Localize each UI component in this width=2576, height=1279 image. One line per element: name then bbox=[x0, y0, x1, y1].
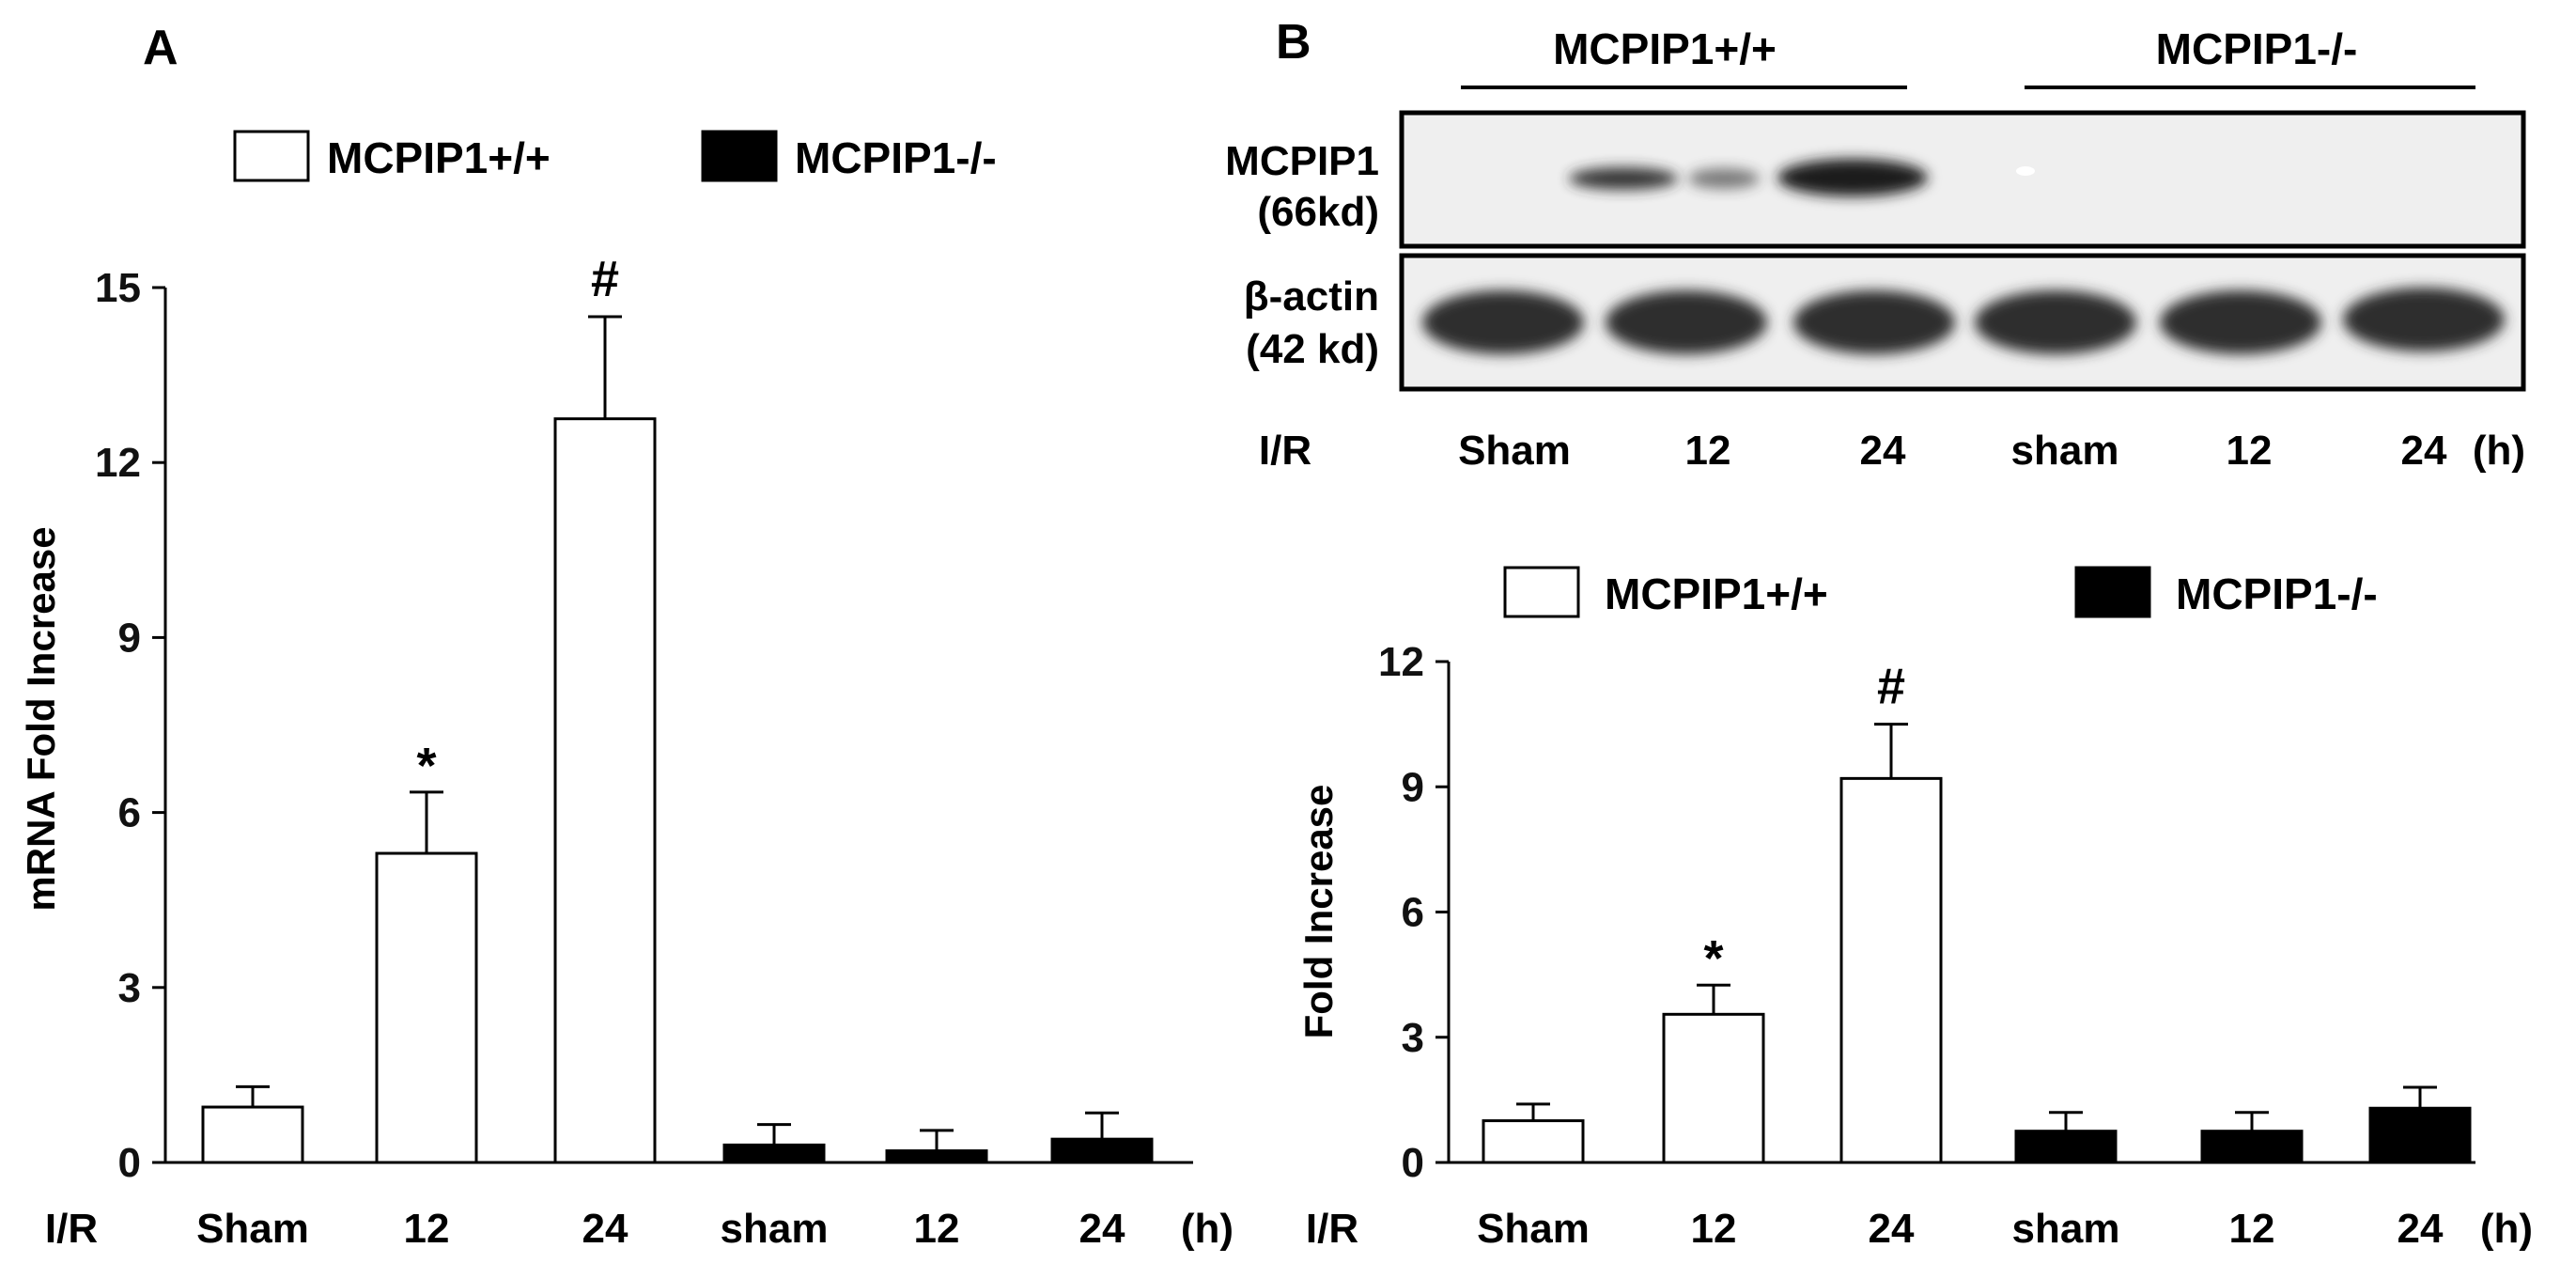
significance-marker-b-1: * bbox=[1703, 930, 1723, 987]
bar-b-4 bbox=[2200, 1130, 2304, 1164]
x-unit-b: (h) bbox=[2480, 1206, 2533, 1252]
blot-lane-2: 12 bbox=[1685, 428, 1731, 474]
category-label-b-1: 12 bbox=[1691, 1206, 1737, 1252]
x-axis-label-a: I/R bbox=[45, 1206, 98, 1252]
category-label-a-4: 12 bbox=[914, 1206, 960, 1252]
y-ticks-a: 0 3 6 9 12 15 bbox=[95, 265, 165, 1186]
legend-a-knockout-label: MCPIP1-/- bbox=[795, 133, 997, 182]
legend-b-wildtype-swatch bbox=[1503, 566, 1580, 618]
bar-b-5 bbox=[2368, 1106, 2472, 1164]
blot-unit: (h) bbox=[2473, 428, 2525, 474]
legend-a-wildtype-label: MCPIP1+/+ bbox=[327, 133, 551, 182]
bar-a-5 bbox=[1050, 1137, 1154, 1164]
legend-b-wildtype-label: MCPIP1+/+ bbox=[1605, 569, 1828, 618]
band-mcpip1-wt-12b bbox=[1688, 168, 1760, 189]
y-tick-label-b-1: 3 bbox=[1402, 1015, 1424, 1061]
y-tick-label-a-4: 12 bbox=[95, 440, 141, 486]
y-tick-label-a-5: 15 bbox=[95, 265, 141, 311]
legend-a: MCPIP1+/+ MCPIP1-/- bbox=[233, 130, 997, 182]
category-label-a-2: 24 bbox=[582, 1206, 628, 1252]
band-mcpip1-wt-24 bbox=[1777, 159, 1928, 196]
panel-b-chart: MCPIP1+/+ MCPIP1-/- Fold Increase 0 3 6 9 12… bbox=[1296, 566, 2533, 1252]
legend-b-knockout-swatch bbox=[2074, 566, 2151, 618]
blot-lane-6: 24 bbox=[2401, 428, 2447, 474]
bar-b-3 bbox=[2014, 1130, 2118, 1164]
y-ticks-b: 0 3 6 9 12 bbox=[1378, 639, 1449, 1186]
blot-row-actin-size: (42 kd) bbox=[1246, 326, 1379, 372]
category-labels-b: Sham 12 24 sham 12 24 bbox=[1477, 1206, 2444, 1252]
category-label-a-1: 12 bbox=[404, 1206, 450, 1252]
blot-row-mcpip1-label: MCPIP1 bbox=[1225, 138, 1379, 184]
bar-a-1 bbox=[375, 851, 478, 1164]
blot-panel-actin bbox=[1399, 253, 2526, 392]
y-tick-label-b-0: 0 bbox=[1402, 1140, 1424, 1186]
legend-a-knockout-swatch bbox=[701, 130, 778, 182]
blot-row-mcpip1-size: (66kd) bbox=[1257, 189, 1379, 235]
blot-lane-1: Sham bbox=[1458, 428, 1571, 474]
bar-a-4 bbox=[885, 1149, 988, 1164]
y-tick-label-b-2: 6 bbox=[1402, 890, 1424, 936]
category-label-a-5: 24 bbox=[1079, 1206, 1125, 1252]
panel-b: B MCPIP1+/+ MCPIP1-/- MCPIP1 (66kd) β-ac… bbox=[1225, 15, 2526, 474]
band-actin-3 bbox=[1793, 290, 1955, 354]
category-label-b-5: 24 bbox=[2398, 1206, 2444, 1252]
band-actin-4 bbox=[1975, 290, 2136, 354]
x-unit-a: (h) bbox=[1181, 1206, 1234, 1252]
x-axis-label-b: I/R bbox=[1306, 1206, 1358, 1252]
legend-b-knockout-label: MCPIP1-/- bbox=[2176, 569, 2378, 618]
bars-b: *# bbox=[1482, 659, 2472, 1164]
band-mcpip1-wt-12 bbox=[1569, 167, 1678, 190]
blot-lane-5: 12 bbox=[2227, 428, 2273, 474]
significance-marker-b-2: # bbox=[1877, 659, 1905, 715]
panel-a: A MCPIP1+/+ MCPIP1-/- mRNA Fold Increase… bbox=[19, 21, 1234, 1252]
blot-group-knockout: MCPIP1-/- bbox=[2156, 24, 2358, 73]
panel-b-label: B bbox=[1276, 15, 1311, 70]
band-actin-5 bbox=[2160, 290, 2321, 354]
legend-b: MCPIP1+/+ MCPIP1-/- bbox=[1503, 566, 2378, 618]
significance-marker-a-2: # bbox=[591, 251, 619, 307]
bar-b-2 bbox=[1839, 776, 1943, 1164]
band-actin-2 bbox=[1606, 290, 1767, 354]
legend-a-wildtype-swatch bbox=[233, 130, 310, 182]
band-actin-6 bbox=[2343, 288, 2505, 351]
panel-a-label: A bbox=[143, 21, 178, 75]
category-labels-a: Sham 12 24 sham 12 24 bbox=[196, 1206, 1125, 1252]
category-label-b-0: Sham bbox=[1477, 1206, 1590, 1252]
significance-marker-a-1: * bbox=[416, 738, 436, 794]
y-tick-label-a-0: 0 bbox=[118, 1140, 141, 1186]
blot-lane-3: 24 bbox=[1860, 428, 1906, 474]
y-axis-label-b: Fold Increase bbox=[1296, 785, 1341, 1039]
category-label-b-3: sham bbox=[2012, 1206, 2120, 1252]
bar-b-0 bbox=[1482, 1119, 1585, 1164]
bar-a-0 bbox=[201, 1105, 304, 1164]
blot-row-mcpip1: MCPIP1 (66kd) bbox=[1225, 110, 2526, 249]
y-tick-label-a-3: 9 bbox=[118, 615, 141, 661]
category-label-a-0: Sham bbox=[196, 1206, 309, 1252]
blot-speck bbox=[2016, 166, 2035, 176]
blot-row-actin-label: β-actin bbox=[1244, 273, 1379, 320]
bar-b-1 bbox=[1662, 1012, 1765, 1164]
blot-group-wildtype: MCPIP1+/+ bbox=[1553, 24, 1777, 73]
band-actin-1 bbox=[1422, 290, 1584, 354]
blot-lane-4: sham bbox=[2011, 428, 2119, 474]
y-axis-label-a: mRNA Fold Increase bbox=[19, 526, 63, 911]
bar-a-2 bbox=[553, 417, 657, 1164]
category-label-b-2: 24 bbox=[1869, 1206, 1915, 1252]
y-tick-label-b-3: 9 bbox=[1402, 764, 1424, 810]
y-tick-label-a-2: 6 bbox=[118, 790, 141, 836]
category-label-a-3: sham bbox=[721, 1206, 829, 1252]
blot-row-actin: β-actin (42 kd) bbox=[1244, 253, 2526, 392]
bar-a-3 bbox=[722, 1143, 826, 1164]
bars-a: *# bbox=[201, 251, 1154, 1164]
blot-lane-prefix: I/R bbox=[1259, 428, 1311, 474]
y-tick-label-b-4: 12 bbox=[1378, 639, 1424, 685]
y-tick-label-a-1: 3 bbox=[118, 965, 141, 1011]
category-label-b-4: 12 bbox=[2229, 1206, 2275, 1252]
